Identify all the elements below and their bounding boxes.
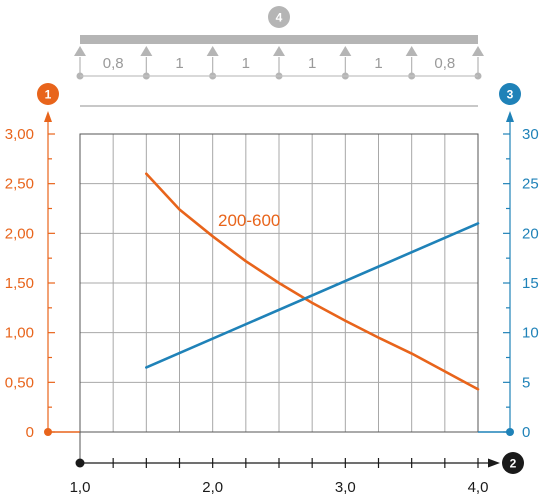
series-line-200-600 <box>145 172 480 391</box>
right-axis-tick-label: 25 <box>522 176 539 193</box>
x-axis-tick-label: 1,0 <box>70 479 91 496</box>
right-axis-ticks: 0 5 10 15 20 25 30 <box>503 126 539 441</box>
beam-support-triangle <box>472 46 484 56</box>
svg-text:4: 4 <box>276 11 283 25</box>
series-line-right-axis <box>145 222 480 369</box>
beam-support-triangle <box>74 46 86 56</box>
beam-span-label: 0,8 <box>103 55 124 72</box>
right-axis-tick-label: 10 <box>522 325 539 342</box>
left-axis-tick-label: 3,00 <box>5 126 34 143</box>
left-axis-tick-label: 1,50 <box>5 275 34 292</box>
series-layer <box>145 172 480 391</box>
left-axis-ticks: 0 0,50 1,00 1,50 2,00 2,50 3,00 <box>5 126 55 441</box>
beam-span-label: 1 <box>374 55 382 72</box>
beam-support-triangle <box>405 46 418 56</box>
beam-diagram: 0,8 1 1 1 1 0,8 4 <box>74 6 484 107</box>
x-axis: 1,0 2,0 3,0 4,0 2 <box>70 432 524 496</box>
left-axis-tick-label: 2,00 <box>5 225 34 242</box>
beam-span-label: 1 <box>175 55 183 72</box>
right-axis-tick-label: 0 <box>522 424 530 441</box>
series-label-200-600: 200-600 <box>218 211 280 230</box>
right-axis-arrow <box>506 111 514 122</box>
x-axis-tick-label: 4,0 <box>468 479 489 496</box>
x-axis-tick-label: 3,0 <box>335 479 356 496</box>
beam-support-triangle <box>140 46 153 56</box>
beam-span-labels: 0,8 1 1 1 1 0,8 <box>103 55 456 72</box>
beam-span-label: 1 <box>242 55 250 72</box>
svg-text:3: 3 <box>507 88 514 102</box>
x-axis-ticks: 1,0 2,0 3,0 4,0 <box>70 458 489 496</box>
left-axis-tick-label: 2,50 <box>5 176 34 193</box>
svg-text:2: 2 <box>510 457 517 471</box>
right-axis-badge: 3 <box>499 83 521 105</box>
right-axis-tick-label: 30 <box>522 126 539 143</box>
right-axis-tick-label: 5 <box>522 374 530 391</box>
beam-supports <box>74 46 484 80</box>
x-axis-origin-dot <box>75 458 85 468</box>
x-axis-tick-label: 2,0 <box>202 479 223 496</box>
beam-bar <box>80 35 478 44</box>
beam-support-triangle <box>339 46 352 56</box>
left-axis-badge: 1 <box>37 83 59 105</box>
left-axis-tick-label: 0 <box>26 424 34 441</box>
left-y-axis: 0 0,50 1,00 1,50 2,00 2,50 3,00 1 <box>5 83 80 441</box>
left-axis-tick-label: 0,50 <box>5 374 34 391</box>
x-axis-arrow <box>488 458 500 468</box>
right-axis-tick-label: 20 <box>522 225 539 242</box>
beam-span-label: 0,8 <box>434 55 455 72</box>
beam-support-triangle <box>206 46 219 56</box>
x-axis-badge: 2 <box>502 452 524 474</box>
right-axis-tick-label: 15 <box>522 275 539 292</box>
left-axis-arrow <box>44 111 52 122</box>
plot-frame <box>79 133 479 433</box>
beam-support-triangle <box>273 46 285 56</box>
right-y-axis: 0 5 10 15 20 25 30 3 <box>478 83 539 441</box>
grid <box>80 134 478 432</box>
beam-span-label: 1 <box>308 55 316 72</box>
beam-badge: 4 <box>268 6 290 28</box>
left-axis-tick-label: 1,00 <box>5 325 34 342</box>
svg-text:1: 1 <box>45 88 52 102</box>
